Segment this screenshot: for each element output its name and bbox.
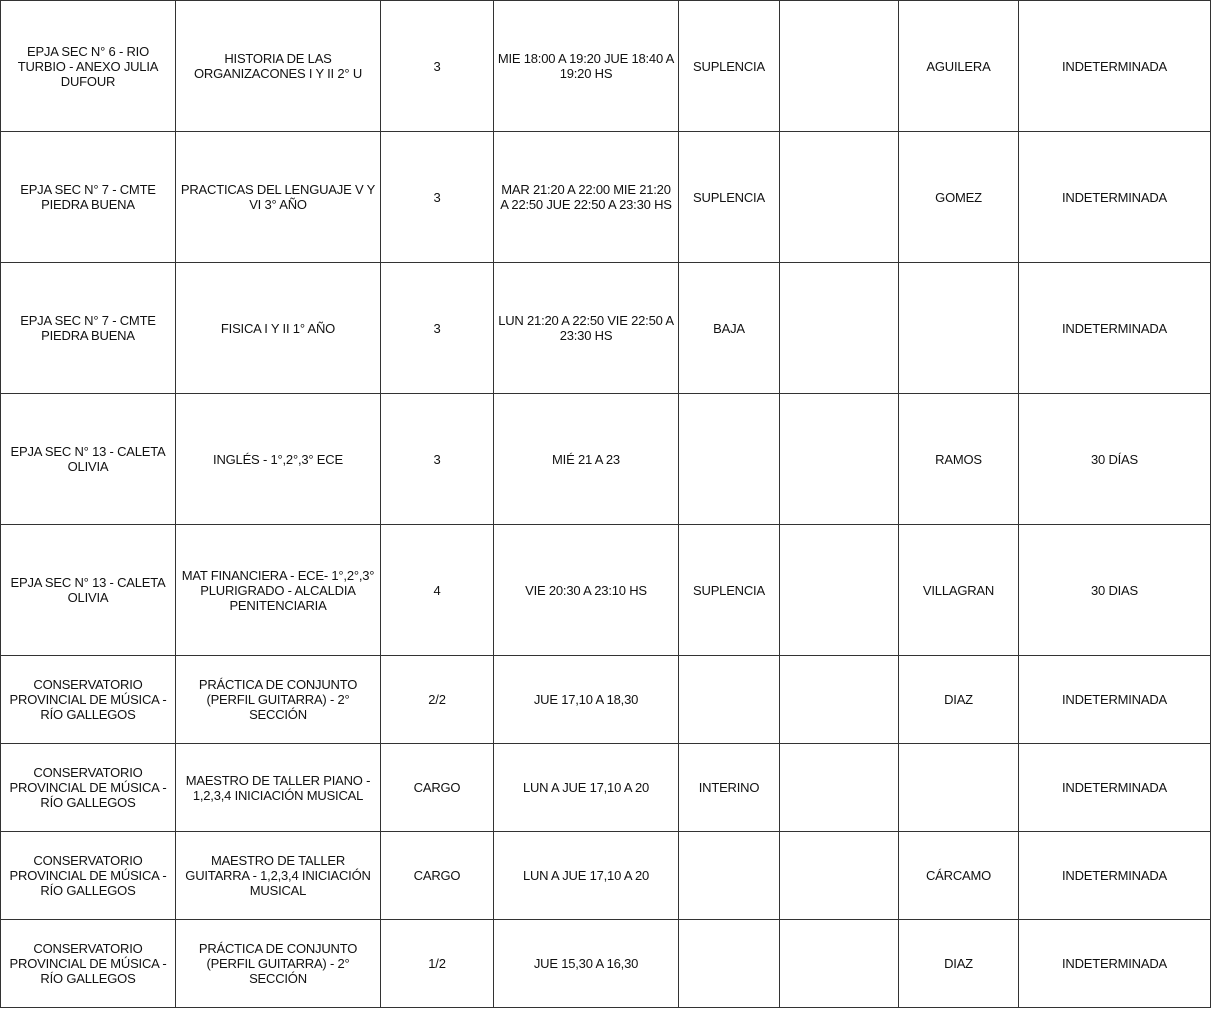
cell-docente: VILLAGRAN [898,524,1019,656]
cell-escuela: EPJA SEC N° 7 - CMTE PIEDRA BUENA [0,262,176,394]
cell-horario: JUE 15,30 A 16,30 [493,919,679,1008]
cell-situacion: SUPLENCIA [678,524,780,656]
cell-materia: HISTORIA DE LAS ORGANIZACONES I Y II 2° … [175,0,381,132]
cell-extra [779,743,899,832]
cell-horario: MIÉ 21 A 23 [493,393,679,525]
cell-situacion [678,919,780,1008]
cell-horario: VIE 20:30 A 23:10 HS [493,524,679,656]
cell-extra [779,0,899,132]
cell-duracion: 30 DÍAS [1018,393,1211,525]
cell-duracion: INDETERMINADA [1018,131,1211,263]
cell-duracion: INDETERMINADA [1018,831,1211,920]
cell-escuela: CONSERVATORIO PROVINCIAL DE MÚSICA - RÍO… [0,919,176,1008]
cell-docente: CÁRCAMO [898,831,1019,920]
cell-extra [779,831,899,920]
cell-situacion: BAJA [678,262,780,394]
cell-horario: MIE 18:00 A 19:20 JUE 18:40 A 19:20 HS [493,0,679,132]
cell-docente: DIAZ [898,655,1019,744]
cell-horas: 4 [380,524,494,656]
cell-horario: LUN A JUE 17,10 A 20 [493,831,679,920]
cell-duracion: INDETERMINADA [1018,919,1211,1008]
cell-situacion [678,831,780,920]
cell-escuela: EPJA SEC N° 13 - CALETA OLIVIA [0,524,176,656]
cell-escuela: CONSERVATORIO PROVINCIAL DE MÚSICA - RÍO… [0,655,176,744]
cell-situacion: INTERINO [678,743,780,832]
cell-situacion: SUPLENCIA [678,0,780,132]
cell-horas: CARGO [380,743,494,832]
cell-materia: MAESTRO DE TALLER GUITARRA - 1,2,3,4 INI… [175,831,381,920]
cell-horario: MAR 21:20 A 22:00 MIE 21:20 A 22:50 JUE … [493,131,679,263]
cell-horas: 3 [380,262,494,394]
cell-horario: LUN A JUE 17,10 A 20 [493,743,679,832]
table-row: EPJA SEC N° 13 - CALETA OLIVIA MAT FINANC… [0,524,1211,656]
cell-duracion: INDETERMINADA [1018,655,1211,744]
cell-docente [898,262,1019,394]
table-row: EPJA SEC N° 7 - CMTE PIEDRA BUENA PRACTIC… [0,131,1211,263]
cell-docente: DIAZ [898,919,1019,1008]
cell-escuela: EPJA SEC N° 7 - CMTE PIEDRA BUENA [0,131,176,263]
table-row: CONSERVATORIO PROVINCIAL DE MÚSICA - RÍO… [0,831,1211,920]
cell-extra [779,655,899,744]
cell-escuela: EPJA SEC N° 13 - CALETA OLIVIA [0,393,176,525]
cell-escuela: EPJA SEC N° 6 - RIO TURBIO - ANEXO JULIA… [0,0,176,132]
cell-extra [779,262,899,394]
table-row: CONSERVATORIO PROVINCIAL DE MÚSICA - RÍO… [0,919,1211,1008]
cell-materia: PRÁCTICA DE CONJUNTO (PERFIL GUITARRA) -… [175,655,381,744]
cell-extra [779,524,899,656]
cell-horas: CARGO [380,831,494,920]
table-row: EPJA SEC N° 13 - CALETA OLIVIA INGLÉS - 1… [0,393,1211,525]
cell-horario: LUN 21:20 A 22:50 VIE 22:50 A 23:30 HS [493,262,679,394]
cell-extra [779,393,899,525]
cell-situacion [678,655,780,744]
cell-docente: GOMEZ [898,131,1019,263]
cell-horario: JUE 17,10 A 18,30 [493,655,679,744]
cell-materia: PRÁCTICA DE CONJUNTO (PERFIL GUITARRA) -… [175,919,381,1008]
cell-horas: 3 [380,131,494,263]
cell-horas: 3 [380,0,494,132]
cell-materia: MAESTRO DE TALLER PIANO - 1,2,3,4 INICIA… [175,743,381,832]
cell-situacion [678,393,780,525]
cell-escuela: CONSERVATORIO PROVINCIAL DE MÚSICA - RÍO… [0,743,176,832]
cell-materia: MAT FINANCIERA - ECE- 1°,2°,3° PLURIGRAD… [175,524,381,656]
cell-docente [898,743,1019,832]
cell-duracion: INDETERMINADA [1018,262,1211,394]
cell-horas: 2/2 [380,655,494,744]
cell-duracion: INDETERMINADA [1018,0,1211,132]
cell-docente: AGUILERA [898,0,1019,132]
cell-duracion: 30 DIAS [1018,524,1211,656]
table-row: CONSERVATORIO PROVINCIAL DE MÚSICA - RÍO… [0,743,1211,832]
table-row: EPJA SEC N° 6 - RIO TURBIO - ANEXO JULIA… [0,0,1211,132]
cell-horas: 3 [380,393,494,525]
cell-escuela: CONSERVATORIO PROVINCIAL DE MÚSICA - RÍO… [0,831,176,920]
cell-materia: PRACTICAS DEL LENGUAJE V Y VI 3° AÑO [175,131,381,263]
cell-extra [779,131,899,263]
table-row: EPJA SEC N° 7 - CMTE PIEDRA BUENA FISICA … [0,262,1211,394]
cell-situacion: SUPLENCIA [678,131,780,263]
cell-docente: RAMOS [898,393,1019,525]
cell-materia: INGLÉS - 1°,2°,3° ECE [175,393,381,525]
cell-materia: FISICA I Y II 1° AÑO [175,262,381,394]
cell-horas: 1/2 [380,919,494,1008]
cell-duracion: INDETERMINADA [1018,743,1211,832]
table-row: CONSERVATORIO PROVINCIAL DE MÚSICA - RÍO… [0,655,1211,744]
cell-extra [779,919,899,1008]
